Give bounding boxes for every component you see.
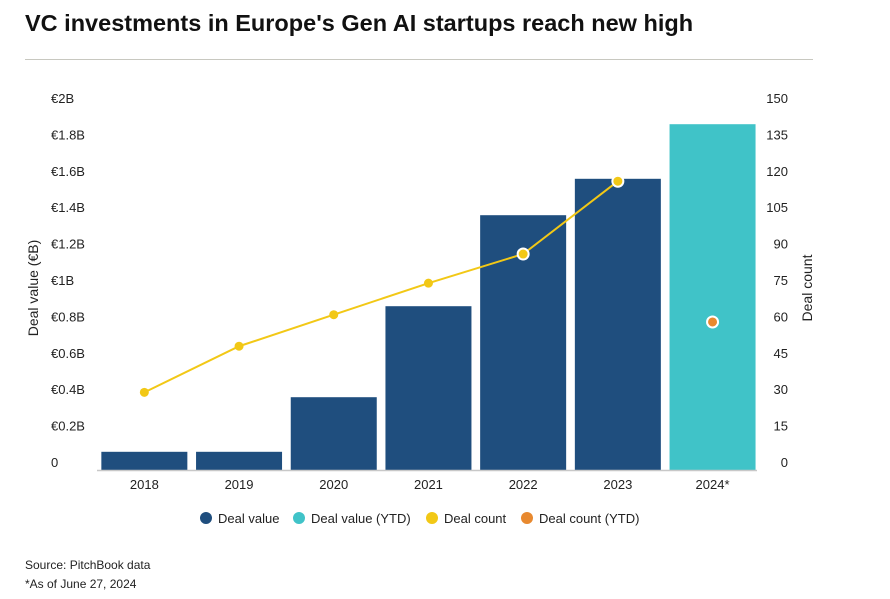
x-tick-label: 2020 <box>319 477 348 492</box>
y-tick-right: 30 <box>774 382 788 397</box>
bar-deal-value <box>101 451 188 470</box>
y-axis-label-right: Deal count <box>799 254 815 321</box>
y-tick-right: 15 <box>774 419 788 434</box>
y-tick-right: 0 <box>781 455 788 470</box>
bar-deal-value <box>290 397 377 470</box>
legend-label: Deal count <box>444 511 507 526</box>
deal-count-point <box>139 387 149 397</box>
deal-count-line <box>143 180 619 394</box>
y-tick-right: 120 <box>766 164 788 179</box>
deal-count-point <box>516 247 530 261</box>
source-note: Source: PitchBook data <box>25 558 151 572</box>
legend-marker <box>426 512 438 524</box>
asof-note: *As of June 27, 2024 <box>25 577 137 591</box>
deal-count-point <box>234 341 244 351</box>
y-tick-left: 0 <box>51 455 58 470</box>
bar-deal-value-ytd- <box>669 124 756 470</box>
deal-count-point <box>329 310 339 320</box>
legend-marker <box>521 512 533 524</box>
y-tick-left: €0.6B <box>51 346 85 361</box>
y-tick-right: 45 <box>774 346 788 361</box>
y-tick-left: €2B <box>51 91 74 106</box>
deal-count-ytd-point <box>706 315 720 329</box>
x-tick-label: 2021 <box>414 477 443 492</box>
x-tick-label: 2024* <box>696 477 730 492</box>
legend-label: Deal value (YTD) <box>311 511 411 526</box>
y-tick-right: 150 <box>766 91 788 106</box>
y-tick-left: €0.4B <box>51 382 85 397</box>
y-tick-left: €0.8B <box>51 309 85 324</box>
x-tick-label: 2019 <box>225 477 254 492</box>
legend-label: Deal count (YTD) <box>539 511 639 526</box>
y-tick-left: €0.2B <box>51 419 85 434</box>
y-tick-right: 60 <box>774 309 788 324</box>
y-tick-right: 75 <box>774 273 788 288</box>
x-tick-label: 2018 <box>130 477 159 492</box>
y-tick-right: 90 <box>774 237 788 252</box>
y-tick-left: €1.4B <box>51 200 85 215</box>
y-tick-right: 105 <box>766 200 788 215</box>
y-tick-left: €1.2B <box>51 237 85 252</box>
x-tick-label: 2022 <box>509 477 538 492</box>
bar-deal-value <box>196 451 283 470</box>
x-tick-label: 2023 <box>603 477 632 492</box>
y-tick-left: €1.8B <box>51 127 85 142</box>
chart-title: VC investments in Europe's Gen AI startu… <box>25 10 694 36</box>
legend-marker <box>293 512 305 524</box>
title-divider <box>25 59 813 60</box>
deal-count-point <box>423 278 433 288</box>
legend-label: Deal value <box>218 511 279 526</box>
y-tick-right: 135 <box>766 127 788 142</box>
bar-deal-value <box>385 306 472 470</box>
legend-marker <box>200 512 212 524</box>
bar-deal-value <box>574 178 661 471</box>
deal-count-point <box>611 174 625 188</box>
y-tick-left: €1B <box>51 273 74 288</box>
y-tick-left: €1.6B <box>51 164 85 179</box>
y-axis-label-left: Deal value (€B) <box>25 240 41 337</box>
